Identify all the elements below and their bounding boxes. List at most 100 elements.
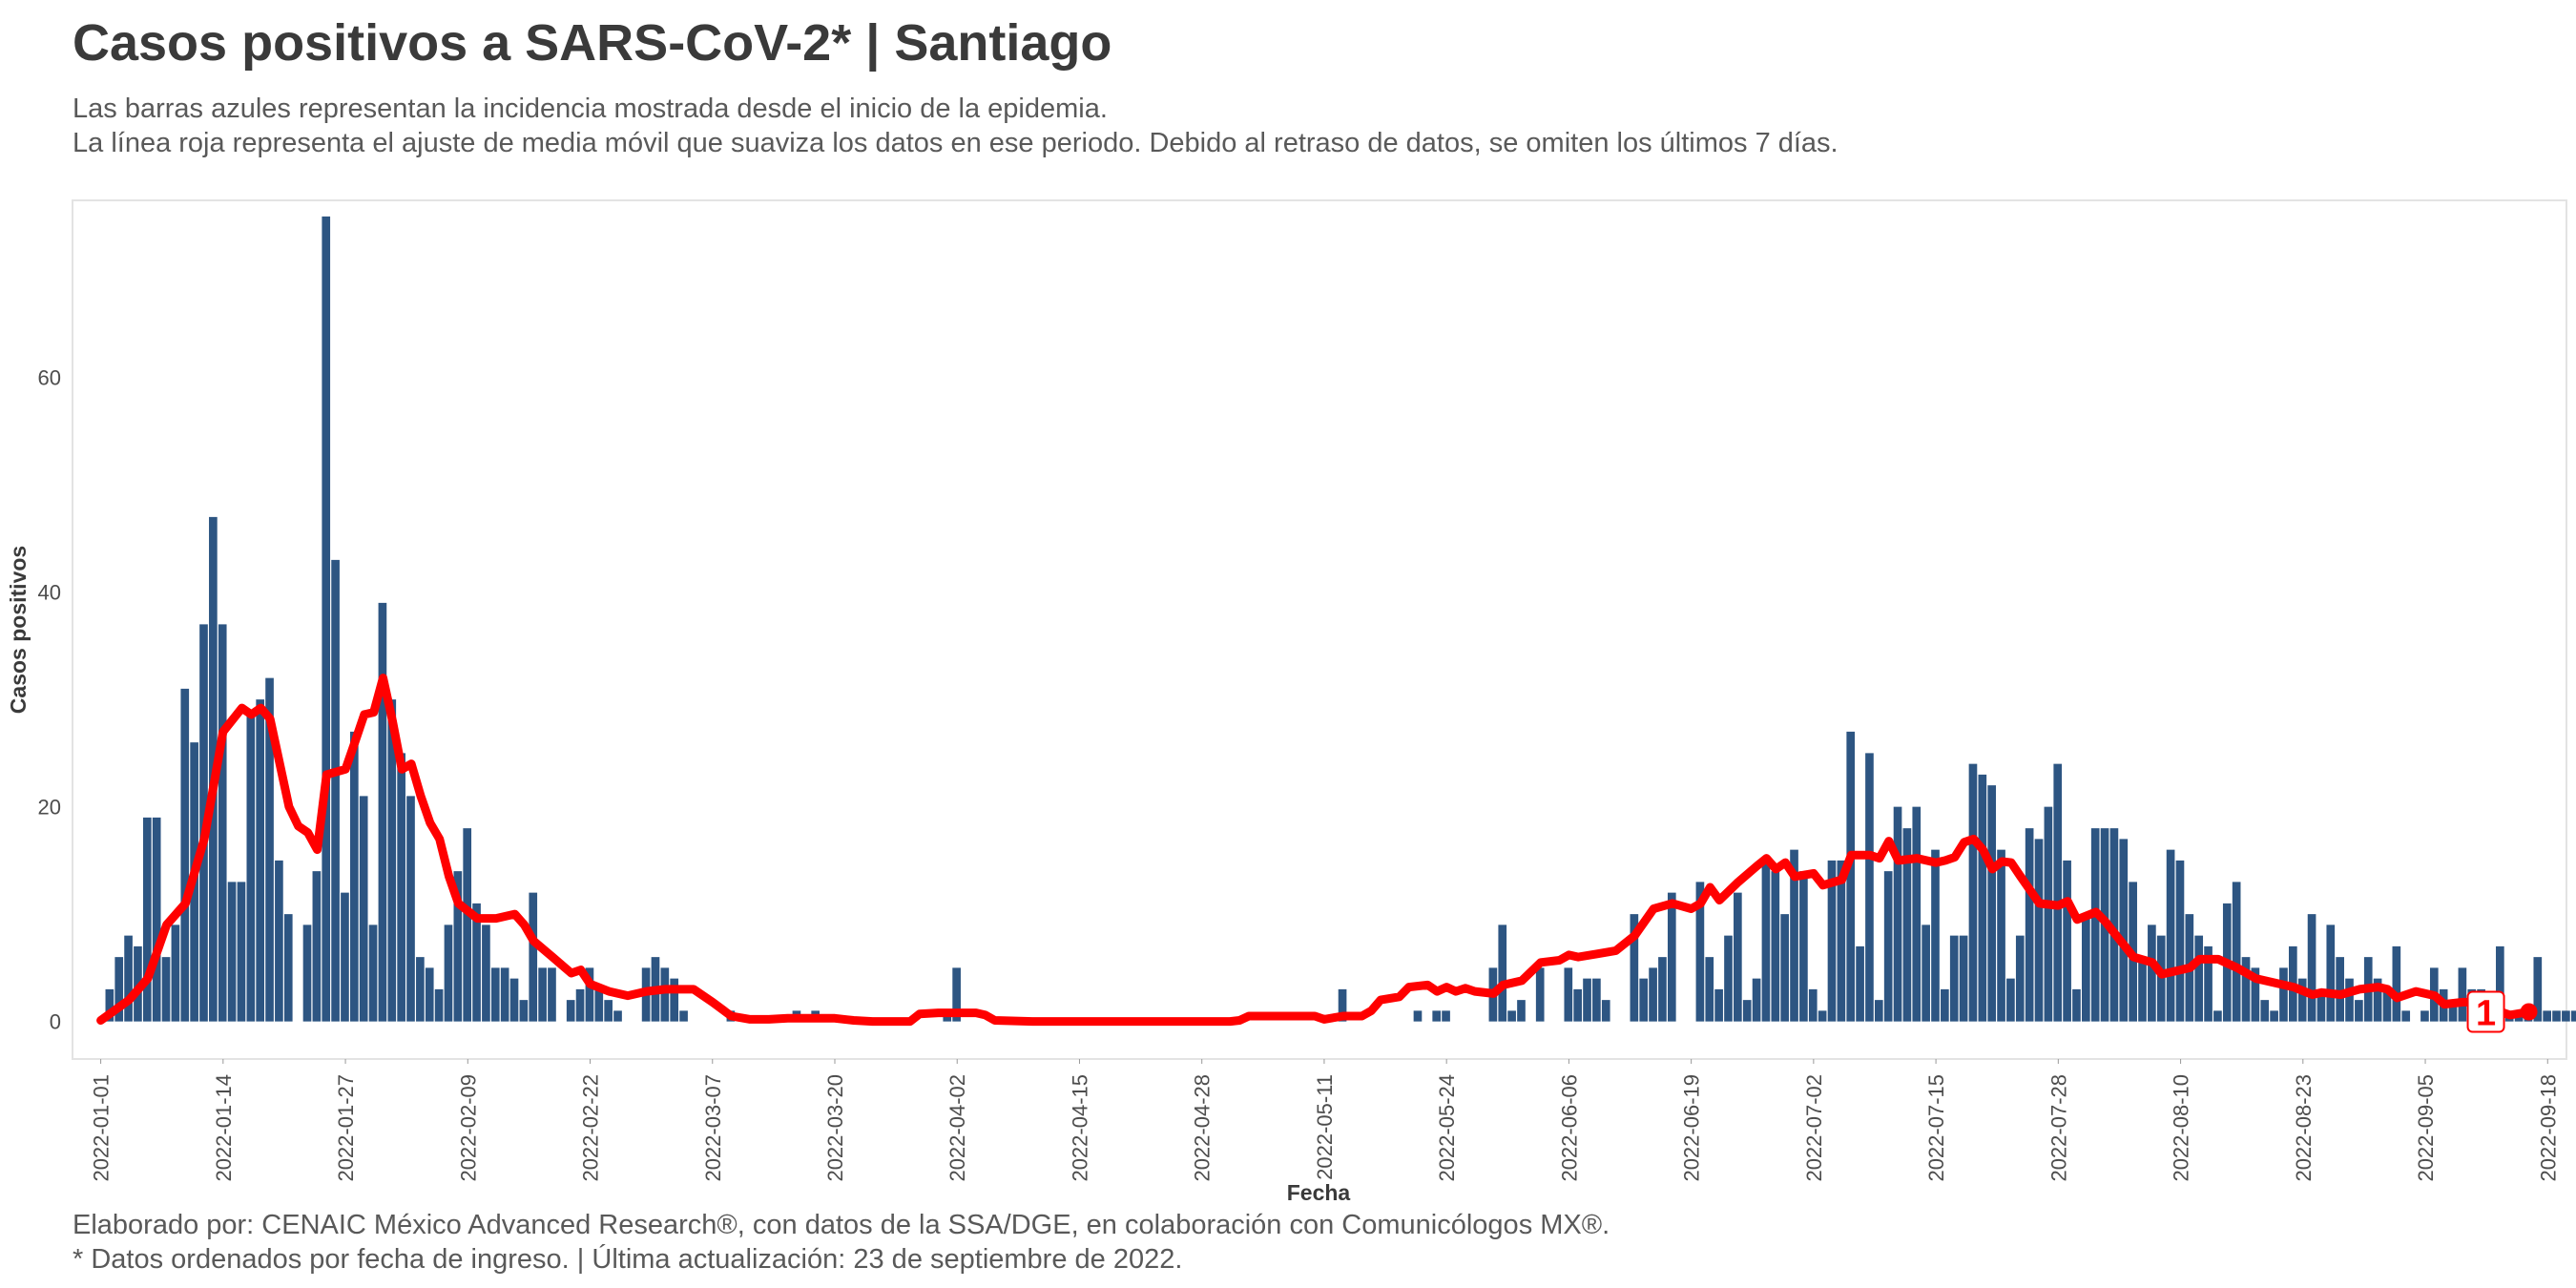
bar [275, 860, 283, 1022]
end-label-box [2466, 990, 2505, 1033]
bar [2251, 967, 2260, 1022]
bar [472, 903, 481, 1022]
bar [283, 914, 293, 1022]
x-tick-label: 2022-04-15 [1069, 1074, 1092, 1182]
bar [105, 988, 114, 1022]
bar [2015, 935, 2025, 1022]
bar [1592, 978, 1601, 1022]
bar [2034, 839, 2044, 1022]
bar [509, 978, 519, 1022]
bars-layer [105, 216, 2576, 1022]
bar [171, 924, 180, 1022]
bar [1338, 988, 1347, 1022]
bar [2326, 924, 2336, 1022]
bar [256, 699, 265, 1022]
bar [161, 957, 171, 1022]
caption-line-2: * Datos ordenados por fecha de ingreso. … [73, 1244, 1183, 1275]
bar [2204, 945, 2212, 1022]
bar [2148, 924, 2156, 1022]
bar [2382, 988, 2392, 1022]
x-tick-label: 2022-01-01 [90, 1074, 114, 1182]
bar [416, 957, 425, 1022]
bar [2241, 957, 2251, 1022]
bar [1856, 945, 1864, 1022]
bar [302, 924, 312, 1022]
x-tick-label: 2022-09-18 [2536, 1074, 2560, 1182]
bar [2570, 1010, 2576, 1022]
bar [2458, 967, 2467, 1022]
bar [1649, 967, 1657, 1022]
bar [2138, 957, 2147, 1022]
x-tick-label: 2022-09-05 [2414, 1074, 2438, 1182]
bar [2345, 978, 2354, 1022]
x-tick-label: 2022-04-28 [1191, 1074, 1215, 1182]
bar [1837, 860, 1846, 1022]
bar [368, 924, 378, 1022]
x-tick-label: 2022-02-09 [456, 1074, 480, 1182]
bar [1931, 849, 1940, 1022]
bar [2156, 935, 2166, 1022]
x-tick-label: 2022-06-19 [1680, 1074, 1704, 1182]
bar [341, 892, 349, 1022]
bar [359, 796, 368, 1022]
bar [265, 677, 274, 1022]
bar [1865, 753, 1874, 1022]
bar [1883, 871, 1893, 1022]
bar [1912, 806, 1922, 1022]
bar [1987, 785, 1997, 1022]
x-tick-label: 2022-01-27 [334, 1074, 358, 1182]
bar [378, 602, 387, 1022]
x-tick-label: 2022-07-15 [1924, 1074, 1948, 1182]
x-tick-label: 2022-03-07 [701, 1074, 725, 1182]
bar [2279, 967, 2288, 1022]
bar [2025, 828, 2034, 1022]
bar [2552, 1010, 2561, 1022]
bar [463, 828, 472, 1022]
bar [1799, 871, 1808, 1022]
bar [1573, 988, 1582, 1022]
bar [1893, 806, 1902, 1022]
plot-panel [72, 199, 2567, 1060]
y-tick-label: 40 [38, 581, 61, 605]
x-tick-label: 2022-04-02 [945, 1074, 969, 1182]
bar [2316, 988, 2326, 1022]
bar [2307, 914, 2316, 1022]
bar [425, 967, 434, 1022]
bar [1808, 988, 1818, 1022]
bar [482, 924, 490, 1022]
bar [2090, 828, 2100, 1022]
bar [1695, 882, 1705, 1022]
end-point-marker [2520, 1003, 2538, 1021]
bar [322, 216, 331, 1022]
moving-average-line [96, 674, 2533, 1027]
bar [670, 978, 679, 1022]
bar [1959, 935, 1968, 1022]
x-tick-label: 2022-03-20 [823, 1074, 847, 1182]
x-tick-label: 2022-05-11 [1313, 1074, 1337, 1180]
bar [218, 624, 227, 1022]
x-tick-label: 2022-08-23 [2292, 1074, 2316, 1182]
bar [500, 967, 509, 1022]
bar [2175, 860, 2185, 1022]
bar [2213, 1010, 2222, 1022]
bar [152, 817, 161, 1022]
y-tick-label: 0 [50, 1010, 61, 1034]
bar [1601, 1000, 1610, 1022]
bar [1498, 924, 1507, 1022]
bar [2053, 763, 2063, 1022]
bar [585, 967, 594, 1022]
bar [1818, 1010, 1827, 1022]
bar [1922, 924, 1930, 1022]
x-tick-label: 2022-01-14 [212, 1074, 236, 1182]
y-axis-title: Casos positivos [6, 546, 31, 714]
bar [2562, 1010, 2570, 1022]
bar [1978, 774, 1987, 1022]
chart-subtitle: Las barras azules representan la inciden… [73, 92, 1839, 160]
bar [1771, 871, 1780, 1022]
bar [548, 967, 556, 1022]
x-tick-label: 2022-06-06 [1557, 1074, 1581, 1182]
bar [312, 871, 322, 1022]
bar [1630, 914, 1639, 1022]
bar [1658, 957, 1667, 1022]
